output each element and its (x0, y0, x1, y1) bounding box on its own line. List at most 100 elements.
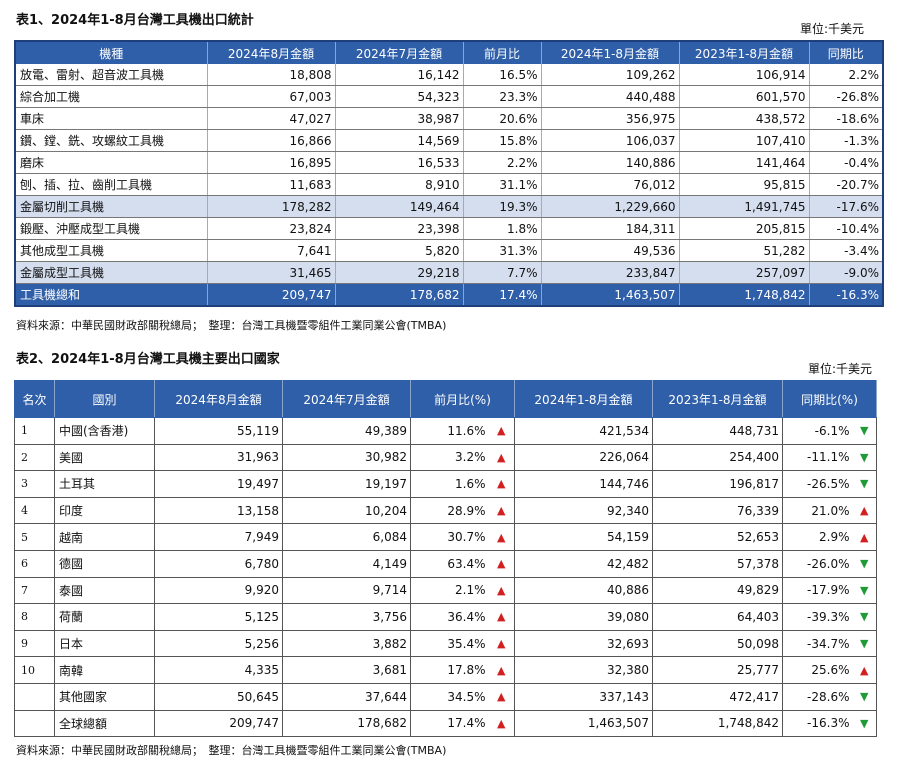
mom-change: 35.4% (410, 629, 489, 658)
ytd-2023-value: 49,829 (652, 576, 783, 605)
ytd-2024-value: 92,340 (514, 496, 653, 525)
table-row: 其他國家 50,645 37,644 34.5% ▲ 337,143 472,417 -28.… (14, 682, 877, 711)
table-row: 鑽、鏜、銑、攻螺紋工具機 16,866 14,569 15.8% 106,037 107,… (15, 129, 883, 152)
yoy-change: -17.6% (809, 195, 883, 218)
mom-change: 31.1% (463, 173, 542, 196)
ytd-2023-value: 257,097 (679, 261, 810, 284)
mom-change: 7.7% (463, 261, 542, 284)
machine-type: 鑽、鏜、銑、攻螺紋工具機 (15, 129, 208, 152)
ytd-2023-value: 196,817 (652, 470, 783, 498)
ytd-2024-value: 49,536 (541, 239, 680, 262)
ytd-2023-value: 25,777 (652, 656, 783, 684)
jul-2024-value: 149,464 (335, 195, 464, 218)
ytd-2023-value: 1,748,842 (679, 283, 810, 307)
machine-type: 刨、插、拉、齒削工具機 (15, 173, 208, 196)
yoy-change: -39.3% (782, 603, 853, 631)
country-export-table: 名次 國別 2024年8月金額 2024年7月金額 前月比(%) 2024年1-… (14, 380, 877, 738)
ytd-2023-value: 205,815 (679, 217, 810, 240)
yoy-change: -26.8% (809, 85, 883, 108)
col-header-yoy: 同期比 (809, 41, 883, 64)
table2-source-note: 資料來源：中華民國財政部關稅總局； 整理：台灣工具機暨零組件工業同業公會(TMB… (16, 744, 447, 757)
aug-2024-value: 178,282 (207, 195, 336, 218)
aug-2024-value: 67,003 (207, 85, 336, 108)
table-row: 車床 47,027 38,987 20.6% 356,975 438,572 -18.6% (15, 107, 883, 130)
col-header-jul-2024: 2024年7月金額 (282, 380, 411, 418)
machine-type: 金屬切削工具機 (15, 195, 208, 218)
yoy-change: 21.0% (782, 496, 853, 525)
aug-2024-value: 209,747 (154, 709, 283, 738)
ytd-2024-value: 184,311 (541, 217, 680, 240)
ytd-2023-value: 52,653 (652, 523, 783, 551)
machine-type: 放電、雷射、超音波工具機 (15, 64, 208, 86)
ytd-2023-value: 472,417 (652, 682, 783, 711)
rank: 7 (14, 576, 55, 605)
mom-change: 1.8% (463, 217, 542, 240)
arrow-up-icon: ▲ (488, 682, 515, 711)
yoy-change: -26.0% (782, 549, 853, 578)
col-header-ytd-2024: 2024年1-8月金額 (514, 380, 653, 418)
table-row: 其他成型工具機 7,641 5,820 31.3% 49,536 51,282 -3.4% (15, 239, 883, 262)
arrow-up-icon: ▲ (488, 629, 515, 658)
mom-change: 15.8% (463, 129, 542, 152)
ytd-2024-value: 1,463,507 (541, 283, 680, 307)
table1-title: 表1、2024年1-8月台灣工具機出口統計 (16, 13, 254, 28)
rank (14, 709, 55, 738)
mom-change: 16.5% (463, 64, 542, 86)
table-row: 鍛壓、沖壓成型工具機 23,824 23,398 1.8% 184,311 205,815… (15, 217, 883, 240)
table1-unit: 單位:千美元 (800, 22, 865, 36)
arrow-down-icon: ▼ (852, 709, 877, 738)
col-header-mom: 前月比 (463, 41, 542, 64)
ytd-2024-value: 440,488 (541, 85, 680, 108)
rank: 1 (14, 417, 55, 445)
table-row: 全球總額 209,747 178,682 17.4% ▲ 1,463,507 1,748,8… (14, 709, 877, 738)
jul-2024-value: 5,820 (335, 239, 464, 262)
rank: 4 (14, 496, 55, 525)
mom-change: 19.3% (463, 195, 542, 218)
jul-2024-value: 16,142 (335, 64, 464, 86)
aug-2024-value: 7,641 (207, 239, 336, 262)
jul-2024-value: 3,681 (282, 656, 411, 684)
yoy-change: -16.3% (782, 709, 853, 738)
machine-type: 磨床 (15, 151, 208, 174)
ytd-2023-value: 106,914 (679, 64, 810, 86)
aug-2024-value: 9,920 (154, 576, 283, 605)
country-name: 荷蘭 (54, 603, 155, 631)
aug-2024-value: 11,683 (207, 173, 336, 196)
mom-change: 17.8% (410, 656, 489, 684)
rank: 6 (14, 549, 55, 578)
aug-2024-value: 209,747 (207, 283, 336, 307)
mom-change: 17.4% (463, 283, 542, 307)
table-row: 刨、插、拉、齒削工具機 11,683 8,910 31.1% 76,012 95,815-… (15, 173, 883, 196)
ytd-2024-value: 76,012 (541, 173, 680, 196)
aug-2024-value: 4,335 (154, 656, 283, 684)
machine-type: 金屬成型工具機 (15, 261, 208, 284)
col-header-country: 國別 (54, 380, 155, 418)
ytd-2024-value: 106,037 (541, 129, 680, 152)
table-row: 放電、雷射、超音波工具機 18,808 16,142 16.5% 109,262 106,… (15, 64, 883, 86)
table1-header-row: 機種 2024年8月金額 2024年7月金額 前月比 2024年1-8月金額 2… (15, 41, 883, 64)
machine-type: 綜合加工機 (15, 85, 208, 108)
aug-2024-value: 23,824 (207, 217, 336, 240)
ytd-2024-value: 356,975 (541, 107, 680, 130)
aug-2024-value: 31,963 (154, 443, 283, 472)
table-row: 8 荷蘭 5,125 3,756 36.4% ▲ 39,080 64,403 -39.3% ▼ (14, 603, 877, 631)
table-row: 1 中國(含香港) 55,119 49,389 11.6% ▲ 421,534 448,731… (14, 417, 877, 445)
country-name: 全球總額 (54, 709, 155, 738)
yoy-change: 2.2% (809, 64, 883, 86)
rank: 3 (14, 470, 55, 498)
ytd-2023-value: 64,403 (652, 603, 783, 631)
aug-2024-value: 16,895 (207, 151, 336, 174)
ytd-2024-value: 109,262 (541, 64, 680, 86)
country-name: 日本 (54, 629, 155, 658)
jul-2024-value: 49,389 (282, 417, 411, 445)
table-row: 3 土耳其 19,497 19,197 1.6% ▲ 144,746 196,817 -26.5… (14, 470, 877, 498)
jul-2024-value: 29,218 (335, 261, 464, 284)
jul-2024-value: 38,987 (335, 107, 464, 130)
col-header-ytd-2023: 2023年1-8月金額 (652, 380, 783, 418)
col-header-aug-2024: 2024年8月金額 (154, 380, 283, 418)
ytd-2024-value: 54,159 (514, 523, 653, 551)
country-name: 印度 (54, 496, 155, 525)
table-row: 5 越南 7,949 6,084 30.7% ▲ 54,159 52,653 2.9% ▲ (14, 523, 877, 551)
ytd-2024-value: 421,534 (514, 417, 653, 445)
ytd-2024-value: 140,886 (541, 151, 680, 174)
